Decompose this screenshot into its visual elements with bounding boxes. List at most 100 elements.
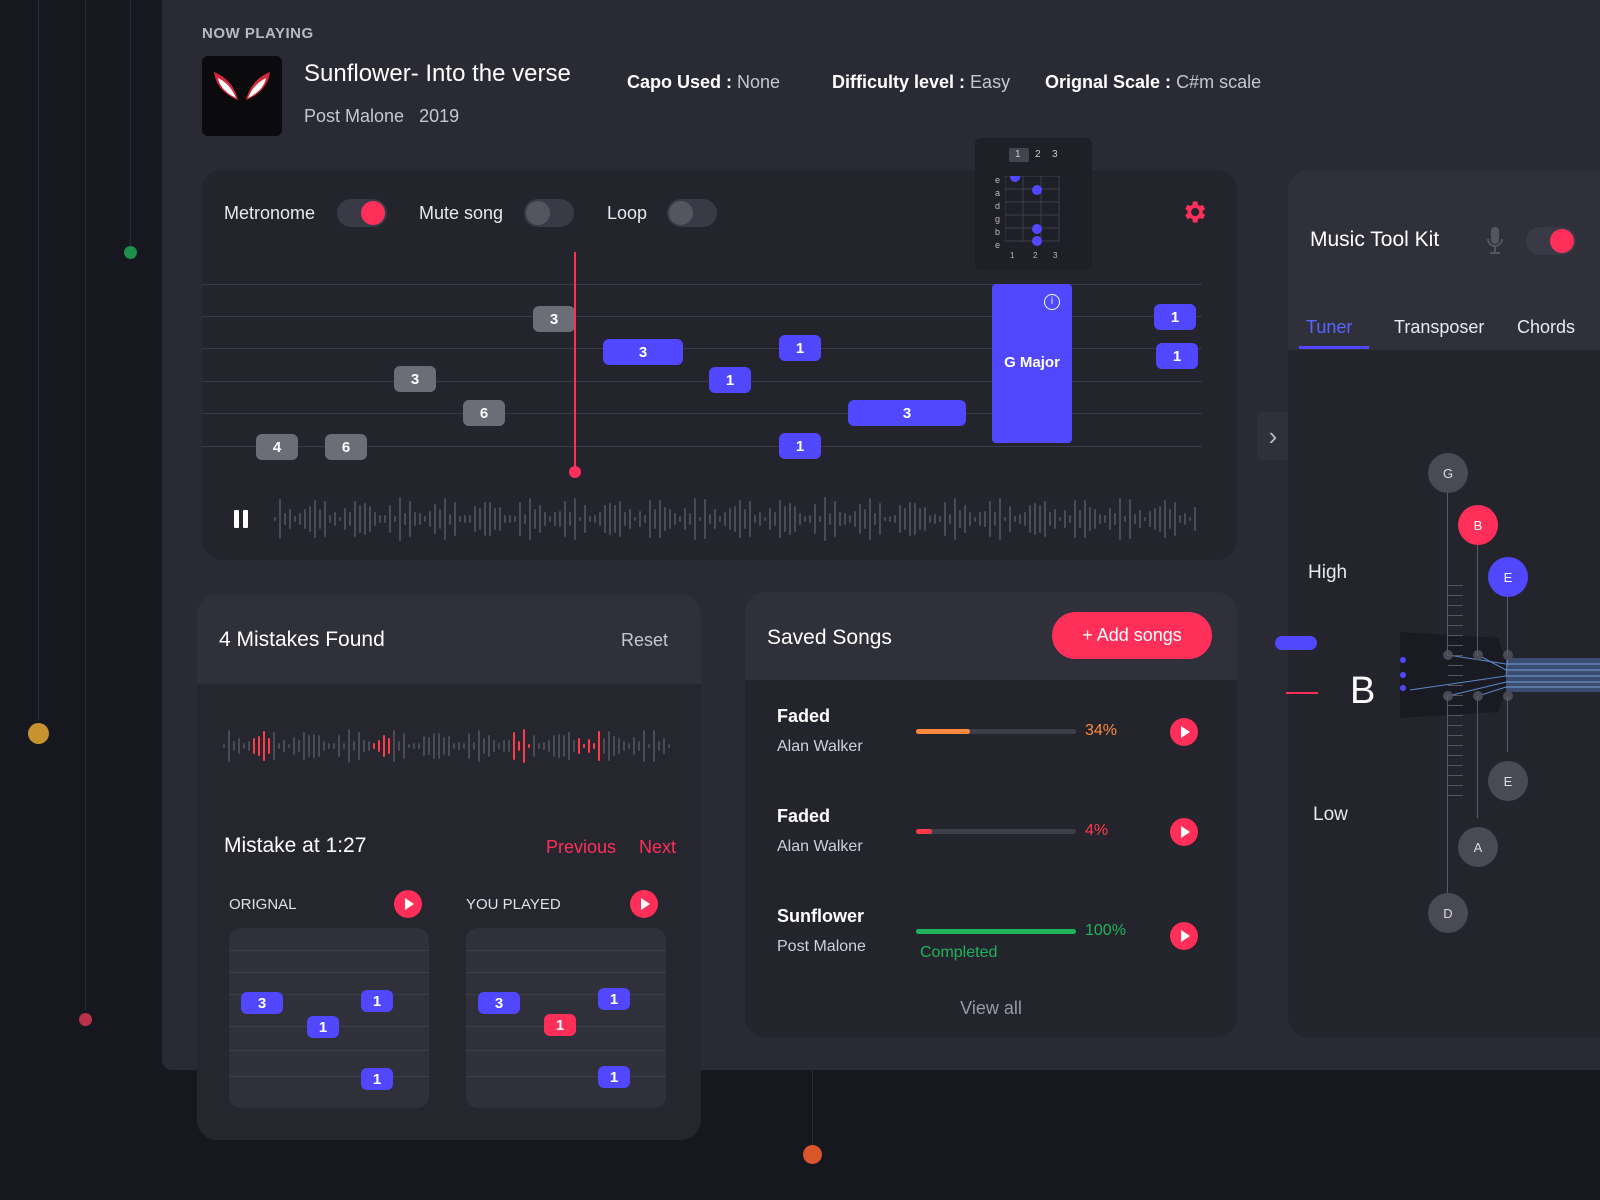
add-songs-button[interactable]: + Add songs: [1052, 612, 1212, 659]
chord-tab-3[interactable]: 3: [1052, 149, 1058, 160]
note-grey[interactable]: 6: [463, 400, 505, 426]
peg-d-button[interactable]: D: [1428, 893, 1468, 933]
note-blue[interactable]: 1: [779, 335, 821, 361]
song-title: Sunflower: [777, 906, 865, 926]
previous-button[interactable]: Previous: [546, 837, 617, 857]
song-year: 2019: [419, 106, 460, 126]
note-blue: 1: [361, 990, 393, 1012]
difficulty-value: Easy: [970, 72, 1011, 92]
you-played-snippet: 3 1 1 1: [466, 928, 666, 1108]
pause-icon[interactable]: [234, 510, 250, 528]
metronome-toggle[interactable]: [337, 199, 387, 227]
note-blue[interactable]: 1: [1156, 343, 1198, 369]
tab-chords[interactable]: Chords: [1517, 317, 1576, 337]
song-progress-percent: 4%: [1085, 822, 1109, 839]
chord-tab-2[interactable]: 2: [1035, 149, 1041, 160]
tuner-target-marker: [1286, 692, 1318, 694]
decor-dot-green: [124, 246, 137, 259]
song-progress-bar: [916, 929, 1076, 934]
peg-e-high-button[interactable]: E: [1488, 557, 1528, 597]
difficulty-label: Difficulty level :: [832, 72, 966, 92]
original-snippet: 3 1 1 1: [229, 928, 429, 1108]
note-blue[interactable]: 1: [779, 433, 821, 459]
toolkit-title: Music Tool Kit: [1310, 228, 1440, 251]
note-blue[interactable]: 3: [603, 339, 683, 365]
capo-label: Capo Used :: [627, 72, 733, 92]
note-blue[interactable]: 1: [709, 367, 751, 393]
scale-value: C#m scale: [1176, 72, 1262, 92]
song-title: Faded: [777, 806, 831, 826]
mistakes-panel: 4 Mistakes Found Reset Mistake at 1:27 P…: [197, 594, 701, 1140]
play-original-button[interactable]: [394, 890, 422, 918]
note-grey[interactable]: 3: [533, 306, 575, 332]
mistakes-waveform[interactable]: [223, 726, 673, 766]
fretboard-diagram: [1005, 176, 1060, 246]
song-progress-percent: 34%: [1085, 722, 1118, 739]
toolkit-toggle[interactable]: [1526, 227, 1576, 255]
playhead[interactable]: [574, 252, 576, 470]
song-title: Faded: [777, 706, 831, 726]
note-blue: 3: [241, 992, 283, 1014]
chevron-right-icon[interactable]: ›: [1257, 412, 1289, 460]
peg-a-button[interactable]: A: [1458, 827, 1498, 867]
play-song-button[interactable]: [1170, 818, 1198, 846]
scale-label: Orignal Scale :: [1045, 72, 1172, 92]
next-button[interactable]: Next: [639, 837, 677, 857]
metronome-label: Metronome: [224, 203, 316, 223]
capo-value: None: [737, 72, 781, 92]
saved-songs-title: Saved Songs: [767, 626, 892, 649]
mistakes-title: 4 Mistakes Found: [219, 628, 385, 651]
peg-g-button[interactable]: G: [1428, 453, 1468, 493]
toolkit-header: [1288, 170, 1600, 350]
spider-mask-icon: [214, 72, 270, 100]
peg-e-low-button[interactable]: E: [1488, 761, 1528, 801]
microphone-icon[interactable]: [1486, 226, 1504, 256]
pitch-high-label: High: [1308, 562, 1348, 583]
chord-tab-1[interactable]: 1: [1015, 149, 1021, 160]
mute-song-toggle[interactable]: [524, 199, 574, 227]
chord-block[interactable]: i G Major: [992, 284, 1072, 443]
play-song-button[interactable]: [1170, 718, 1198, 746]
song-artist: Post Malone: [777, 938, 866, 955]
song-progress-bar: [916, 729, 1076, 734]
guitar-headstock: [1400, 632, 1600, 718]
peg-b-button[interactable]: B: [1458, 505, 1498, 545]
original-label: ORIGNAL: [229, 896, 297, 913]
note-blue: 1: [307, 1016, 339, 1038]
note-blue[interactable]: 1: [1154, 304, 1196, 330]
loop-toggle[interactable]: [667, 199, 717, 227]
settings-gear-icon[interactable]: [1180, 198, 1208, 226]
capo-info: Capo Used : None: [627, 72, 780, 93]
reset-button[interactable]: Reset: [621, 630, 669, 650]
tuner-needle: [1275, 636, 1317, 650]
note-blue: 1: [361, 1068, 393, 1090]
tab-transposer[interactable]: Transposer: [1394, 317, 1485, 337]
song-waveform[interactable]: [274, 495, 1204, 543]
note-blue[interactable]: 3: [848, 400, 966, 426]
note-grey[interactable]: 6: [325, 434, 367, 460]
song-progress-percent: 100%: [1085, 922, 1126, 939]
album-art: [202, 56, 282, 136]
play-song-button[interactable]: [1170, 922, 1198, 950]
loop-label: Loop: [607, 203, 648, 223]
note-blue: 1: [598, 988, 630, 1010]
scale-info: Orignal Scale : C#m scale: [1045, 72, 1261, 93]
playhead-handle[interactable]: [569, 466, 581, 478]
tab-tuner[interactable]: Tuner: [1306, 317, 1353, 337]
song-artist: Alan Walker: [777, 738, 863, 755]
song-artist-line: Post Malone 2019: [304, 106, 459, 127]
you-played-label: YOU PLAYED: [466, 896, 561, 913]
note-grey[interactable]: 4: [256, 434, 298, 460]
decor-dot-red: [79, 1013, 92, 1026]
note-grey[interactable]: 3: [394, 366, 436, 392]
active-tab-indicator: [1299, 346, 1369, 349]
info-icon[interactable]: i: [1044, 294, 1060, 310]
song-artist: Alan Walker: [777, 838, 863, 855]
play-you-played-button[interactable]: [630, 890, 658, 918]
view-all-link[interactable]: View all: [960, 998, 1022, 1018]
chord-block-label: G Major: [1004, 354, 1060, 371]
song-progress-bar: [916, 829, 1076, 834]
note-blue: 1: [598, 1066, 630, 1088]
